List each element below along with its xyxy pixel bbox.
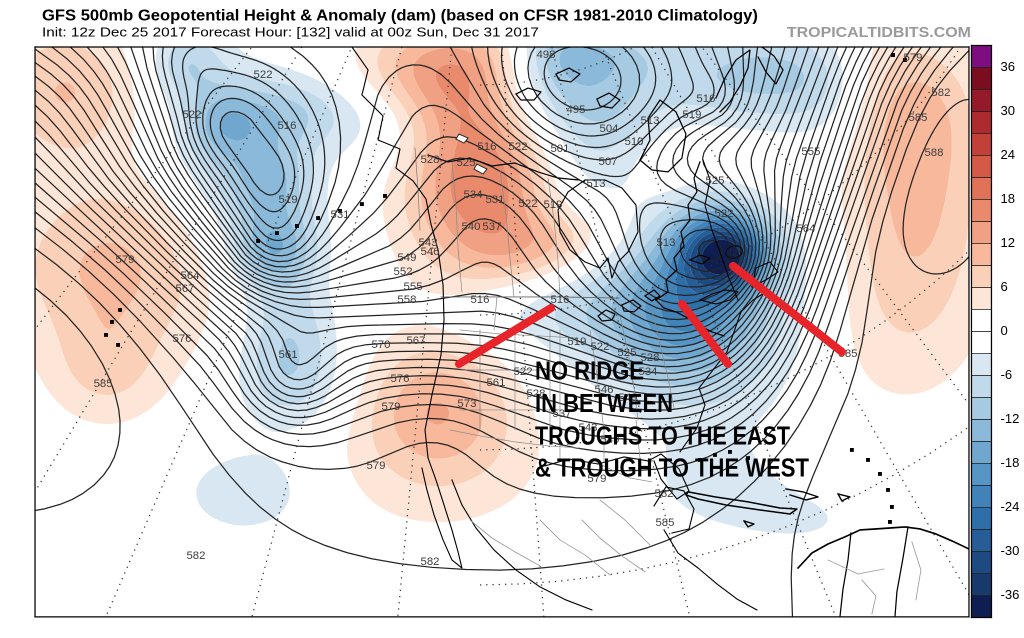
svg-text:30: 30 [1000, 103, 1015, 118]
svg-text:555: 555 [404, 281, 423, 293]
svg-text:549: 549 [397, 252, 416, 264]
svg-text:IN BETWEEN: IN BETWEEN [535, 390, 673, 418]
svg-text:519: 519 [544, 199, 563, 211]
svg-text:525: 525 [456, 157, 475, 169]
svg-text:555: 555 [801, 146, 820, 158]
svg-text:-36: -36 [1000, 587, 1019, 602]
svg-text:& TROUGH TO THE WEST: & TROUGH TO THE WEST [535, 455, 809, 483]
svg-text:543: 543 [579, 422, 598, 434]
svg-text:0: 0 [1000, 323, 1007, 338]
svg-text:522: 522 [519, 198, 538, 210]
svg-text:TROPICALTIDBITS.COM: TROPICALTIDBITS.COM [787, 25, 971, 41]
svg-text:576: 576 [391, 373, 410, 385]
svg-text:537: 537 [482, 221, 501, 233]
svg-text:NO RIDGE: NO RIDGE [535, 357, 644, 385]
svg-text:513: 513 [586, 178, 605, 190]
svg-text:GFS 500mb Geopotential Height: GFS 500mb Geopotential Height & Anomaly … [42, 8, 758, 25]
svg-text:567: 567 [176, 283, 195, 295]
svg-text:-30: -30 [1000, 543, 1019, 558]
svg-text:531: 531 [331, 209, 350, 221]
svg-text:576: 576 [172, 333, 191, 345]
svg-text:507: 507 [599, 156, 618, 168]
svg-text:582: 582 [421, 556, 440, 568]
svg-text:36: 36 [1000, 59, 1015, 74]
svg-text:519: 519 [682, 109, 701, 121]
svg-text:522: 522 [590, 341, 609, 353]
svg-text:498: 498 [536, 49, 555, 61]
svg-text:522: 522 [182, 109, 201, 121]
svg-text:525: 525 [617, 347, 636, 359]
svg-text:519: 519 [567, 336, 586, 348]
svg-text:537: 537 [552, 408, 571, 420]
svg-text:546: 546 [421, 246, 440, 258]
svg-text:-12: -12 [1000, 411, 1019, 426]
svg-text:516: 516 [550, 294, 569, 306]
svg-text:534: 534 [639, 366, 658, 378]
svg-text:585: 585 [909, 112, 928, 124]
svg-text:531: 531 [485, 194, 504, 206]
svg-text:558: 558 [397, 294, 416, 306]
svg-text:-18: -18 [1000, 455, 1019, 470]
svg-text:573: 573 [457, 398, 476, 410]
svg-text:528: 528 [640, 352, 659, 364]
svg-text:6: 6 [1000, 279, 1007, 294]
svg-text:Init: 12z Dec 25 2017 Foreca: Init: 12z Dec 25 2017 Forecast Hour: [13… [42, 25, 539, 40]
svg-text:552: 552 [394, 266, 413, 278]
svg-text:-6: -6 [1000, 367, 1012, 382]
svg-text:549: 549 [619, 392, 638, 404]
svg-text:18: 18 [1000, 191, 1015, 206]
svg-text:579: 579 [381, 401, 400, 413]
svg-text:504: 504 [600, 123, 619, 135]
svg-text:564: 564 [796, 223, 815, 235]
svg-text:549: 549 [600, 434, 619, 446]
svg-text:522: 522 [509, 141, 528, 153]
svg-text:570: 570 [371, 339, 390, 351]
svg-text:579: 579 [587, 473, 606, 485]
svg-text:516: 516 [696, 93, 715, 105]
svg-text:12: 12 [1000, 235, 1015, 250]
svg-text:582: 582 [655, 488, 674, 500]
svg-text:585: 585 [94, 378, 113, 390]
svg-text:543: 543 [419, 237, 438, 249]
svg-text:567: 567 [406, 335, 425, 347]
svg-text:522: 522 [514, 366, 533, 378]
svg-text:TROUGHS TO THE EAST: TROUGHS TO THE EAST [535, 422, 790, 450]
svg-text:561: 561 [486, 377, 505, 389]
svg-text:582: 582 [931, 87, 950, 99]
svg-text:516: 516 [277, 120, 296, 132]
svg-text:522: 522 [715, 208, 734, 220]
svg-text:579: 579 [116, 254, 135, 266]
svg-text:588: 588 [924, 147, 943, 159]
svg-text:513: 513 [656, 237, 675, 249]
svg-text:534: 534 [464, 189, 483, 201]
svg-text:579: 579 [366, 460, 385, 472]
svg-text:516: 516 [470, 294, 489, 306]
svg-text:585: 585 [655, 517, 674, 529]
svg-text:513: 513 [640, 115, 659, 127]
svg-text:495: 495 [566, 104, 585, 116]
svg-text:564: 564 [181, 270, 200, 282]
svg-text:519: 519 [279, 194, 298, 206]
svg-text:561: 561 [279, 349, 298, 361]
svg-text:525: 525 [705, 175, 724, 187]
svg-text:546: 546 [595, 384, 614, 396]
svg-text:540: 540 [461, 221, 480, 233]
svg-text:24: 24 [1000, 147, 1015, 162]
svg-text:501: 501 [550, 143, 569, 155]
svg-text:-24: -24 [1000, 499, 1019, 514]
svg-text:528: 528 [526, 388, 545, 400]
svg-text:582: 582 [186, 550, 205, 562]
svg-text:579: 579 [904, 52, 923, 64]
svg-text:510: 510 [625, 136, 644, 148]
svg-text:516: 516 [477, 141, 496, 153]
svg-text:522: 522 [254, 69, 273, 81]
svg-text:528: 528 [421, 154, 440, 166]
